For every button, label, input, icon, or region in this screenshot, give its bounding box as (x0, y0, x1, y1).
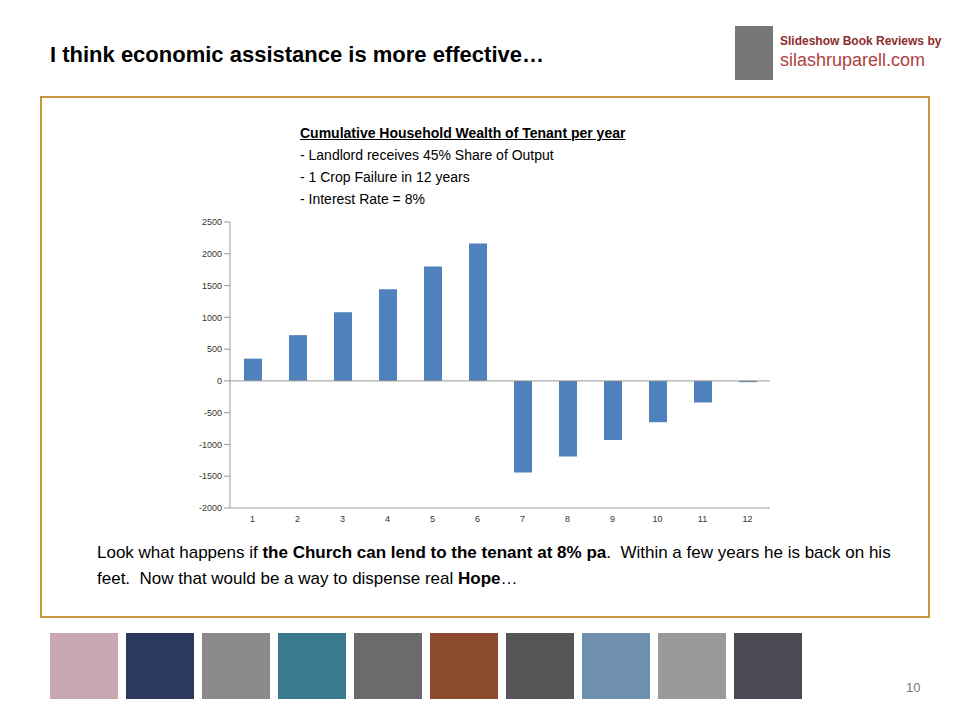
html-text:I think economic assistance is: I think economic assistance is more effe… (50, 42, 544, 67)
html-text:silashruparell.com: silashruparell.com (780, 50, 926, 70)
html-text:Slideshow Book Reviews by: Slideshow Book Reviews by (780, 34, 942, 48)
svg-text:5: 5 (430, 514, 435, 524)
svg-text:1500: 1500 (202, 281, 222, 291)
svg-text:12: 12 (742, 514, 752, 524)
svg-text:1000: 1000 (202, 313, 222, 323)
svg-text:9: 9 (610, 514, 615, 524)
html-text:Cumulative Household Wealth of: Cumulative Household Wealth of Tenant pe… (300, 125, 626, 141)
svg-text:11: 11 (698, 514, 707, 524)
svg-text:10: 10 (652, 514, 662, 524)
svg-text:2: 2 (295, 514, 300, 524)
html-text:- Landlord receives 45% Share: - Landlord receives 45% Share of Output (300, 147, 554, 163)
html-text:10: 10 (906, 680, 921, 695)
svg-text:6: 6 (475, 514, 480, 524)
svg-text:7: 7 (520, 514, 525, 524)
html-text:Look what happens if the Churc: Look what happens if the Church can lend… (97, 543, 896, 588)
svg-text:3: 3 (340, 514, 345, 524)
svg-text:-1500: -1500 (199, 471, 222, 481)
svg-text:-1000: -1000 (199, 440, 222, 450)
svg-text:2000: 2000 (202, 249, 222, 259)
svg-text:0: 0 (217, 376, 222, 386)
html-text:- Interest Rate = 8%: - Interest Rate = 8% (300, 191, 425, 207)
svg-text:-500: -500 (204, 408, 222, 418)
svg-text:1: 1 (250, 514, 255, 524)
html-text:- 1 Crop Failure in 12 years: - 1 Crop Failure in 12 years (300, 169, 470, 185)
svg-text:-2000: -2000 (199, 503, 222, 513)
svg-text:8: 8 (565, 514, 570, 524)
svg-text:500: 500 (207, 344, 222, 354)
svg-text:2500: 2500 (202, 217, 222, 227)
svg-text:4: 4 (385, 514, 390, 524)
